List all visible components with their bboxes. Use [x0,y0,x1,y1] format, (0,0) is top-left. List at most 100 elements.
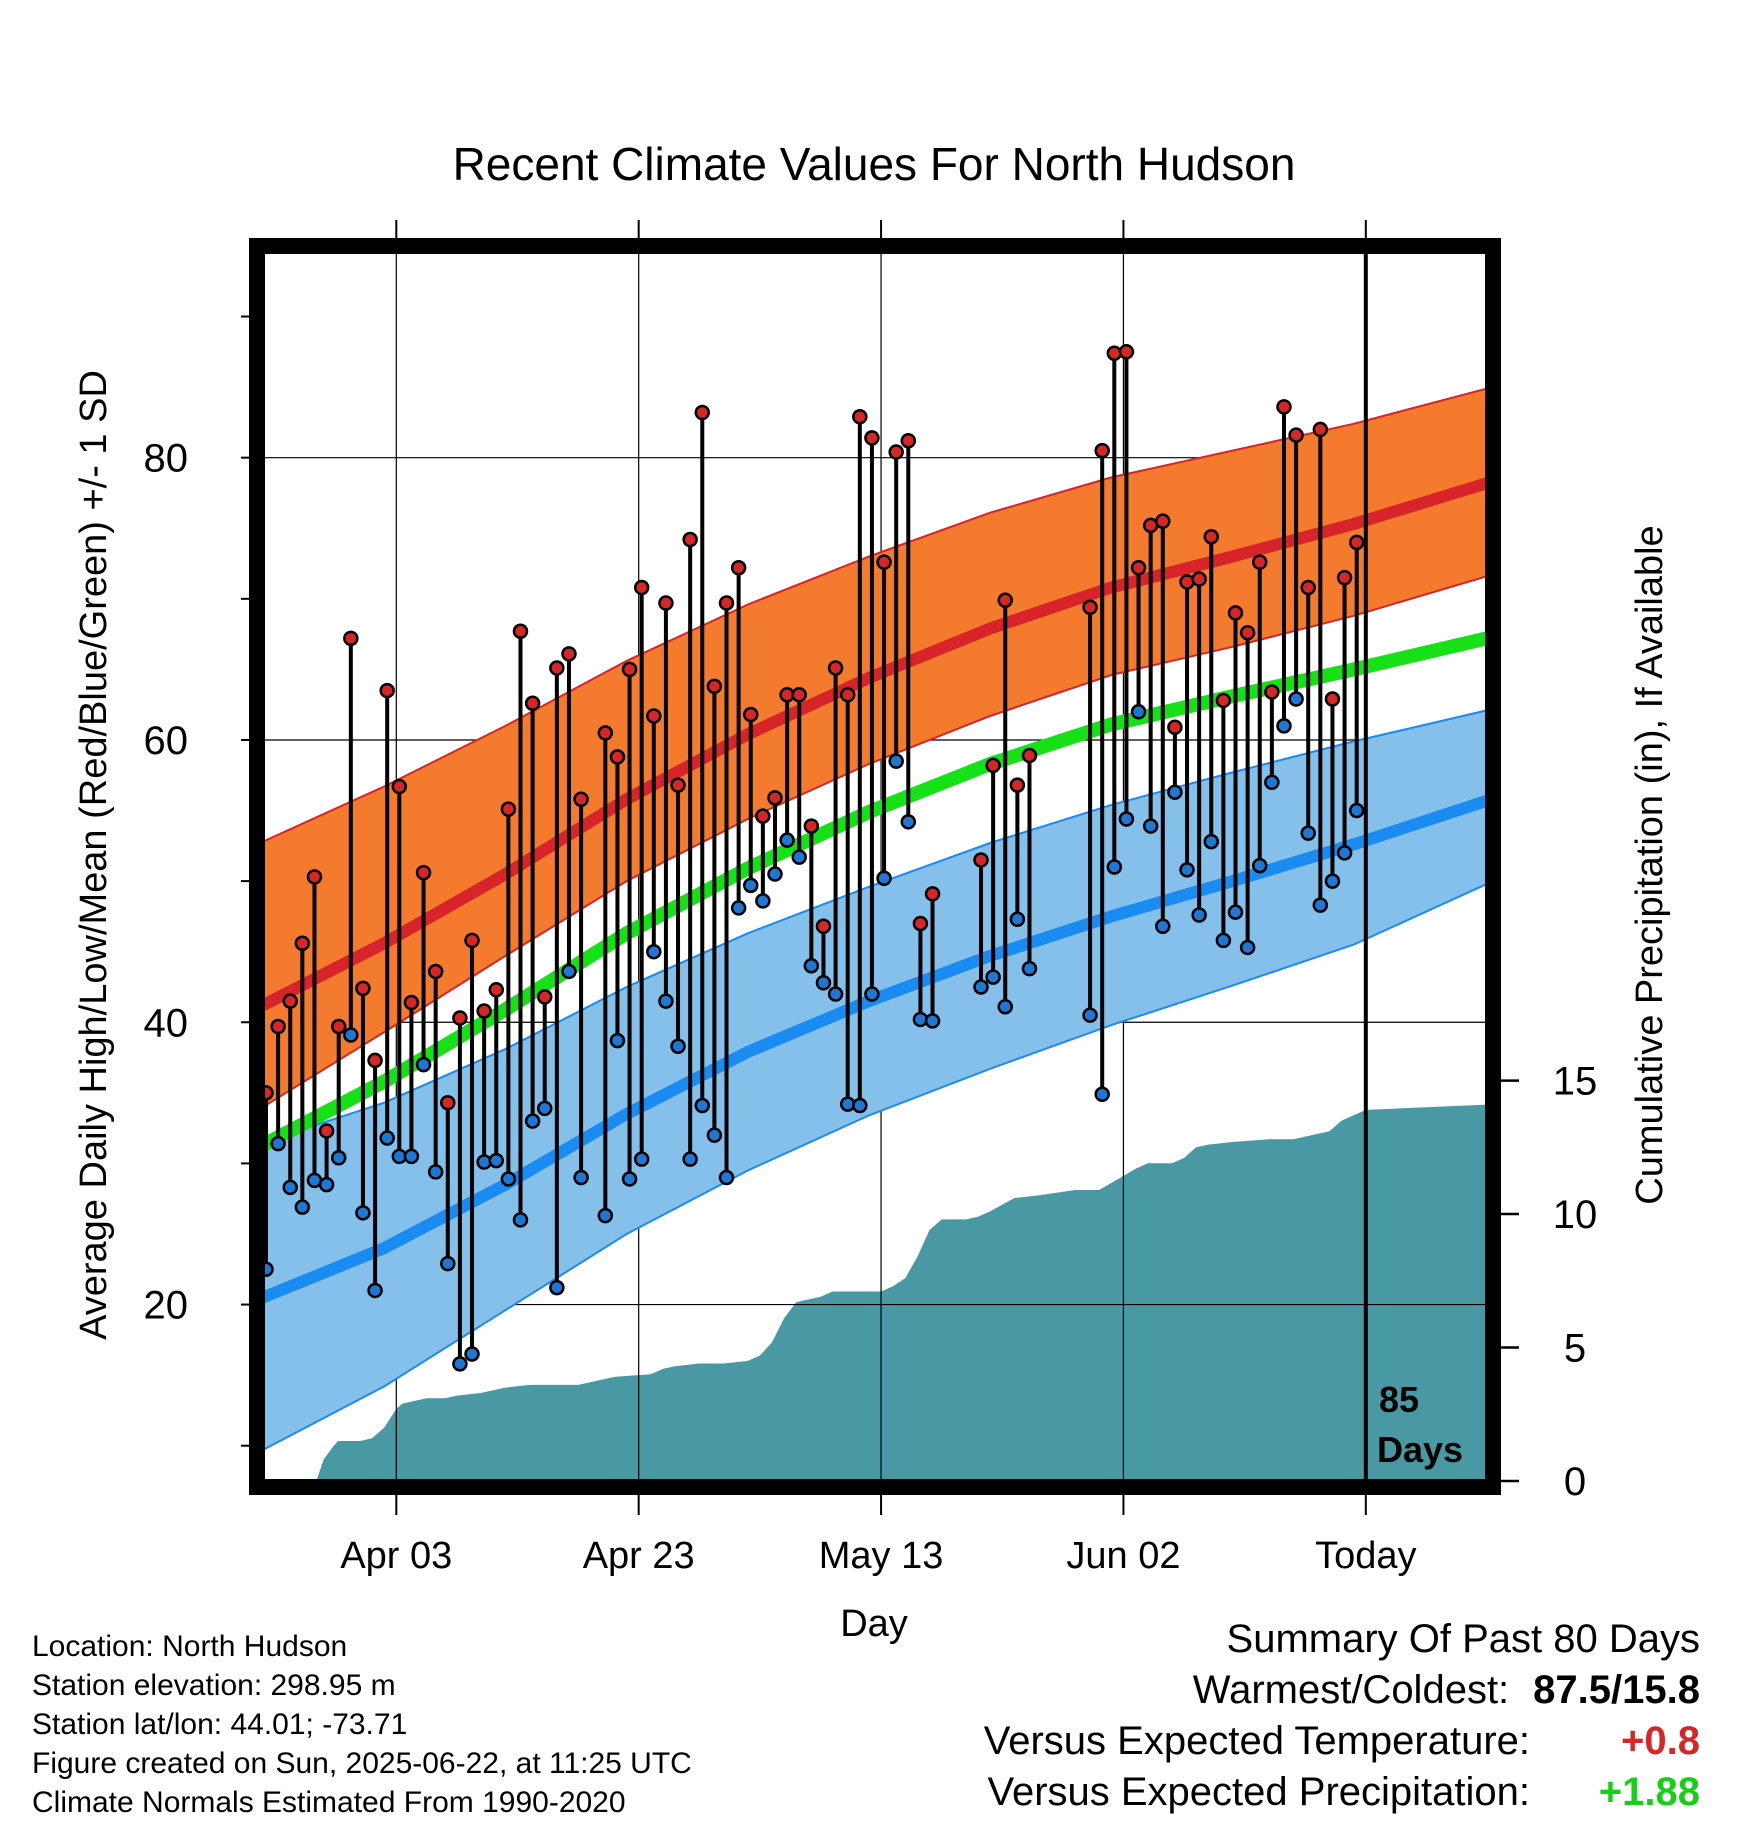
daily-high-point [1312,421,1329,438]
daily-high-point [282,993,298,1009]
daily-low-point [779,832,795,848]
daily-low-point [282,1179,298,1196]
daily-high-point [391,778,408,795]
daily-low-point [318,1176,335,1193]
daily-low-point [658,993,674,1009]
daily-low-point [827,986,844,1002]
daily-high-point [343,630,359,647]
daily-low-point [609,1032,626,1049]
daily-high-point [864,430,880,446]
daily-high-point [427,963,444,980]
daily-low-point [263,1261,274,1278]
daily-high-point [1179,574,1195,590]
daily-high-point [367,1052,383,1069]
latlon-text: Station lat/lon: 44.01; -73.71 [32,1708,408,1741]
today-days-label: Days [1377,1429,1463,1470]
daily-high-point [1167,719,1183,736]
daily-high-point [561,646,577,662]
plot-frame [249,238,1501,1495]
summary-title: Summary Of Past 80 Days [1226,1617,1700,1661]
x-tick-label: Apr 23 [583,1535,695,1577]
daily-low-point [997,998,1013,1015]
y-tick-label: 20 [144,1284,189,1328]
daily-high-point [1264,684,1280,700]
daily-low-point [1215,932,1232,949]
daily-low-point [1288,691,1304,707]
summary-precip-row: Versus Expected Precipitation: +1.88 [984,1767,1700,1818]
daily-high-point [670,777,686,793]
daily-low-point [1118,811,1135,827]
daily-low-point [427,1164,444,1180]
daily-low-point [621,1171,638,1187]
daily-high-point [609,749,626,765]
daily-low-point [973,979,989,995]
daily-high-point [294,935,311,951]
daily-observations [263,344,1365,1372]
daily-low-point [500,1171,517,1187]
daily-high-point [985,757,1001,774]
daily-high-point [888,444,904,460]
daily-low-point [355,1205,371,1221]
daily-low-point [403,1148,420,1165]
created-text: Figure created on Sun, 2025-06-22, at 11… [32,1747,692,1780]
y-tick-label: 60 [144,719,189,763]
temp-label: Versus Expected Temperature: [983,1719,1530,1763]
daily-low-point [561,963,577,980]
daily-high-point [1082,599,1098,616]
daily-high-point [973,852,989,868]
daily-high-point [415,864,432,881]
daily-high-point [912,915,929,932]
daily-high-point [1155,513,1171,529]
x-axis-label: Day [840,1603,908,1645]
daily-low-point [1336,845,1353,861]
daily-high-point [1251,554,1268,570]
x-tick-label: Apr 03 [340,1535,452,1577]
daily-low-point [985,969,1001,985]
daily-high-point [1118,344,1135,360]
daily-low-point [1203,833,1220,850]
y-axis-label: Average Daily High/Low/Mean (Red/Blue/Gr… [73,370,115,1340]
daily-high-point [827,660,844,676]
daily-low-point [1191,907,1207,923]
warmest-value: 87.5/15.8 [1533,1668,1700,1712]
daily-high-point [924,886,941,902]
daily-high-point [803,818,820,834]
daily-high-point [706,678,723,695]
daily-low-point [1227,904,1244,920]
daily-low-point [270,1135,286,1152]
temp-value: +0.8 [1621,1719,1700,1763]
elevation-text: Station elevation: 298.95 m [32,1669,396,1702]
daily-high-point [791,687,807,703]
daily-low-point [864,986,880,1002]
daily-low-point [1179,862,1195,878]
daily-low-point [1312,897,1329,913]
daily-low-point [597,1207,614,1224]
daily-low-point [464,1346,480,1362]
daily-high-point [318,1123,335,1139]
daily-high-point [730,560,747,576]
summary-temp-row: Versus Expected Temperature: +0.8 [984,1716,1700,1767]
y2-tick-label: 10 [1553,1193,1598,1237]
daily-high-point [658,595,674,611]
daily-low-point [1251,857,1268,874]
daily-low-point [452,1356,468,1372]
daily-low-point [488,1152,505,1169]
plot-area [263,253,1487,1481]
daily-high-point [1130,560,1147,576]
daily-low-point [730,900,747,916]
daily-high-point [549,660,565,676]
daily-low-point [330,1150,347,1166]
daily-low-point [1167,784,1183,800]
daily-low-point [900,814,917,830]
daily-high-point [694,404,711,421]
daily-high-point [900,432,917,449]
daily-low-point [1082,1007,1098,1023]
daily-high-point [263,1085,274,1101]
daily-high-point [536,989,553,1005]
x-tick-label: Jun 02 [1066,1535,1180,1577]
daily-high-point [1300,579,1316,596]
chart-title: Recent Climate Values For North Hudson [453,138,1296,190]
daily-low-point [524,1113,541,1129]
daily-high-point [524,695,541,712]
